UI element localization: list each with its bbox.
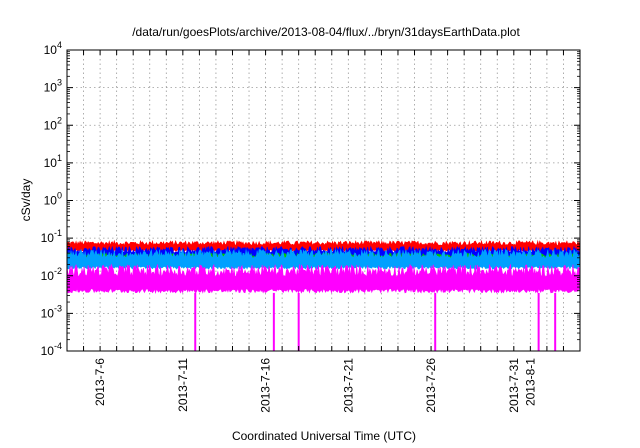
y-tick-base: 10 [41, 344, 55, 358]
y-tick-exponent: 4 [57, 40, 62, 50]
y-tick-exponent: -3 [54, 303, 62, 313]
y-tick-base: 10 [44, 118, 58, 132]
x-axis-ticks: 2013-7-6 2013-7-11 2013-7-16 2013-7-21 2013-… [83, 50, 564, 413]
y-tick-exponent: -1 [54, 228, 62, 238]
y-tick-base: 10 [44, 156, 58, 170]
x-axis-label: Coordinated Universal Time (UTC) [232, 429, 416, 443]
y-tick-exponent: 3 [57, 78, 62, 88]
y-axis-label: cSv/day [19, 179, 33, 222]
y-tick-label: 102 [44, 115, 62, 132]
y-tick-base: 10 [44, 43, 58, 57]
x-tick-label: 2013-7-11 [176, 358, 190, 412]
y-tick-label: 104 [44, 40, 62, 57]
y-tick-exponent: -2 [54, 266, 62, 276]
series-group [66, 239, 581, 351]
y-tick-label: 10-3 [41, 303, 62, 320]
x-tick-label: 2013-7-31 [507, 358, 521, 413]
x-tick-label: 2013-7-26 [424, 358, 438, 413]
y-tick-base: 10 [41, 306, 55, 320]
grid [67, 50, 580, 351]
y-tick-base: 10 [44, 194, 58, 208]
x-tick-label: 2013-7-21 [341, 358, 355, 413]
x-tick-label: 2013-7-16 [259, 358, 273, 413]
y-tick-label: 100 [44, 191, 62, 208]
y-tick-exponent: 1 [57, 153, 62, 163]
y-tick-label: 103 [44, 78, 62, 95]
y-tick-base: 10 [41, 269, 55, 283]
y-tick-label: 10-4 [41, 341, 62, 358]
y-tick-exponent: 2 [57, 115, 62, 125]
y-tick-label: 10-1 [41, 228, 62, 245]
series-band [66, 263, 581, 294]
y-tick-exponent: 0 [57, 191, 62, 201]
y-tick-base: 10 [41, 231, 55, 245]
chart-title: /data/run/goesPlots/archive/2013-08-04/f… [132, 25, 520, 39]
x-tick-label: 2013-7-6 [93, 358, 107, 406]
y-tick-label: 101 [44, 153, 62, 170]
y-tick-base: 10 [44, 81, 58, 95]
y-tick-label: 10-2 [41, 266, 62, 283]
y-tick-exponent: -4 [54, 341, 62, 351]
x-tick-label: 2013-8-1 [523, 358, 537, 406]
